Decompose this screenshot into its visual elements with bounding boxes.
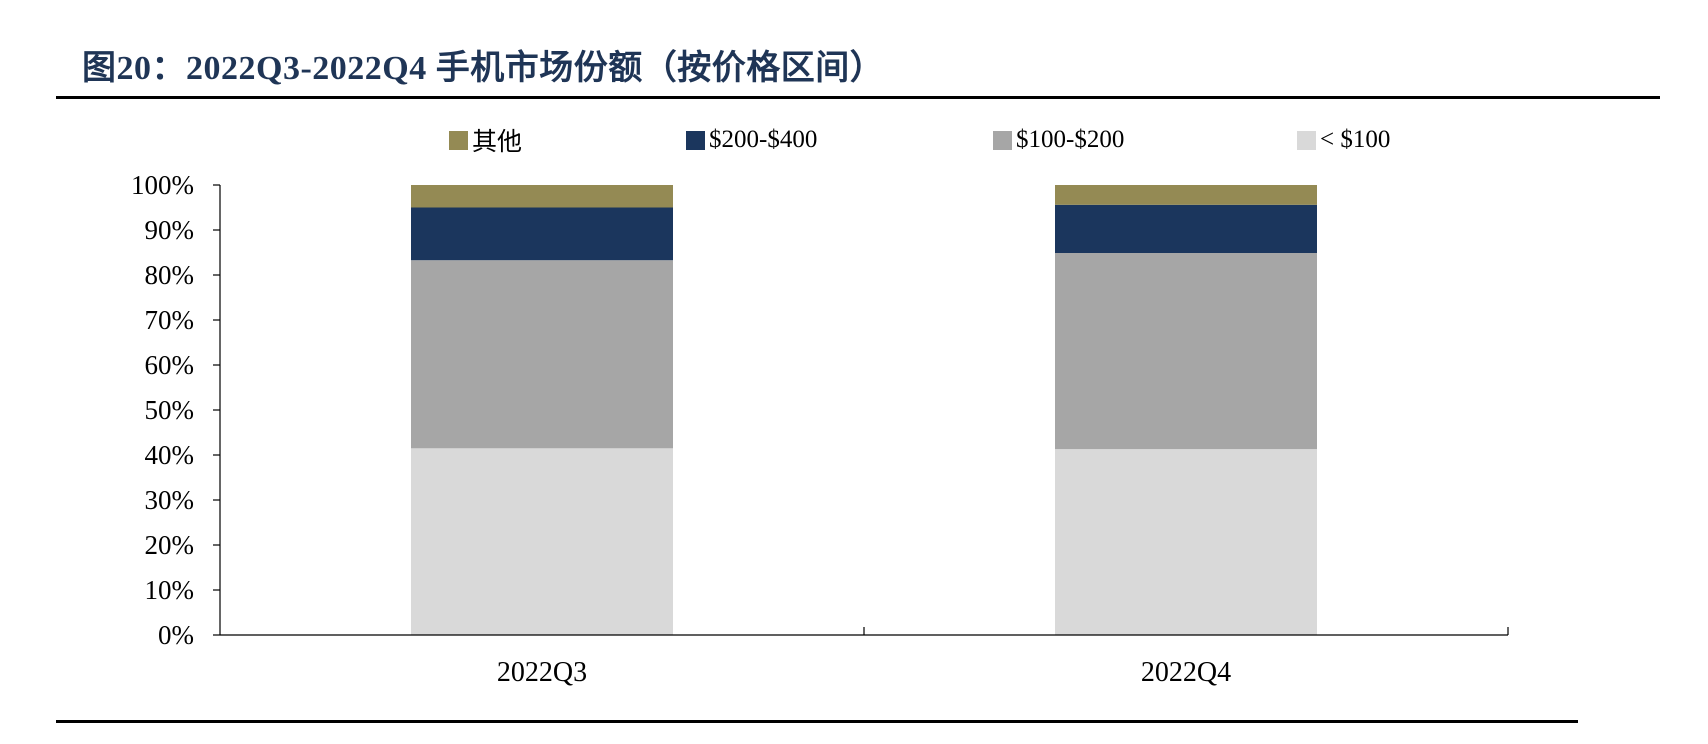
legend-swatch-100-200 bbox=[993, 130, 1012, 150]
y-tick-label: 10% bbox=[145, 575, 195, 605]
x-tick-label: 2022Q4 bbox=[1141, 657, 1231, 688]
legend-item-under-100: < $100 bbox=[1297, 124, 1390, 156]
y-tick-label: 40% bbox=[145, 440, 195, 470]
y-tick-label: 0% bbox=[158, 620, 194, 650]
legend-item-100-200: $100-$200 bbox=[993, 124, 1124, 156]
y-tick-label: 60% bbox=[145, 350, 195, 380]
top-rule bbox=[56, 96, 1660, 99]
bar-segment-0-0 bbox=[411, 448, 673, 636]
bar-segment-1-2 bbox=[1055, 204, 1317, 253]
legend-swatch-under-100 bbox=[1297, 130, 1316, 150]
y-tick-label: 70% bbox=[145, 305, 195, 335]
figure-title: 图20：2022Q3-2022Q4 手机市场份额（按价格区间） bbox=[82, 50, 885, 87]
x-tick-label: 2022Q3 bbox=[497, 657, 587, 688]
legend-label-other: 其他 bbox=[472, 129, 523, 156]
y-tick-label: 100% bbox=[131, 170, 194, 200]
bottom-rule bbox=[56, 720, 1578, 723]
legend-item-other: 其他 bbox=[449, 124, 522, 156]
bar-segment-0-1 bbox=[411, 260, 673, 449]
bar-segment-0-2 bbox=[411, 207, 673, 261]
bar-segment-1-0 bbox=[1055, 449, 1317, 635]
bar-segment-1-3 bbox=[1055, 185, 1317, 205]
legend-item-200-400: $200-$400 bbox=[686, 124, 817, 156]
y-tick-label: 20% bbox=[145, 530, 195, 560]
legend-label-under-100: < $100 bbox=[1320, 126, 1391, 153]
legend-label-100-200: $100-$200 bbox=[1016, 126, 1125, 153]
chart-legend: 其他 $200-$400 $100-$200 < $100 bbox=[0, 124, 1708, 156]
y-tick-label: 90% bbox=[145, 215, 195, 245]
legend-swatch-other bbox=[449, 130, 468, 150]
legend-label-200-400: $200-$400 bbox=[709, 126, 818, 153]
legend-swatch-200-400 bbox=[686, 130, 705, 150]
bar-segment-0-3 bbox=[411, 185, 673, 208]
y-tick-label: 30% bbox=[145, 485, 195, 515]
y-tick-label: 80% bbox=[145, 260, 195, 290]
y-tick-label: 50% bbox=[145, 395, 195, 425]
bar-segment-1-1 bbox=[1055, 252, 1317, 450]
